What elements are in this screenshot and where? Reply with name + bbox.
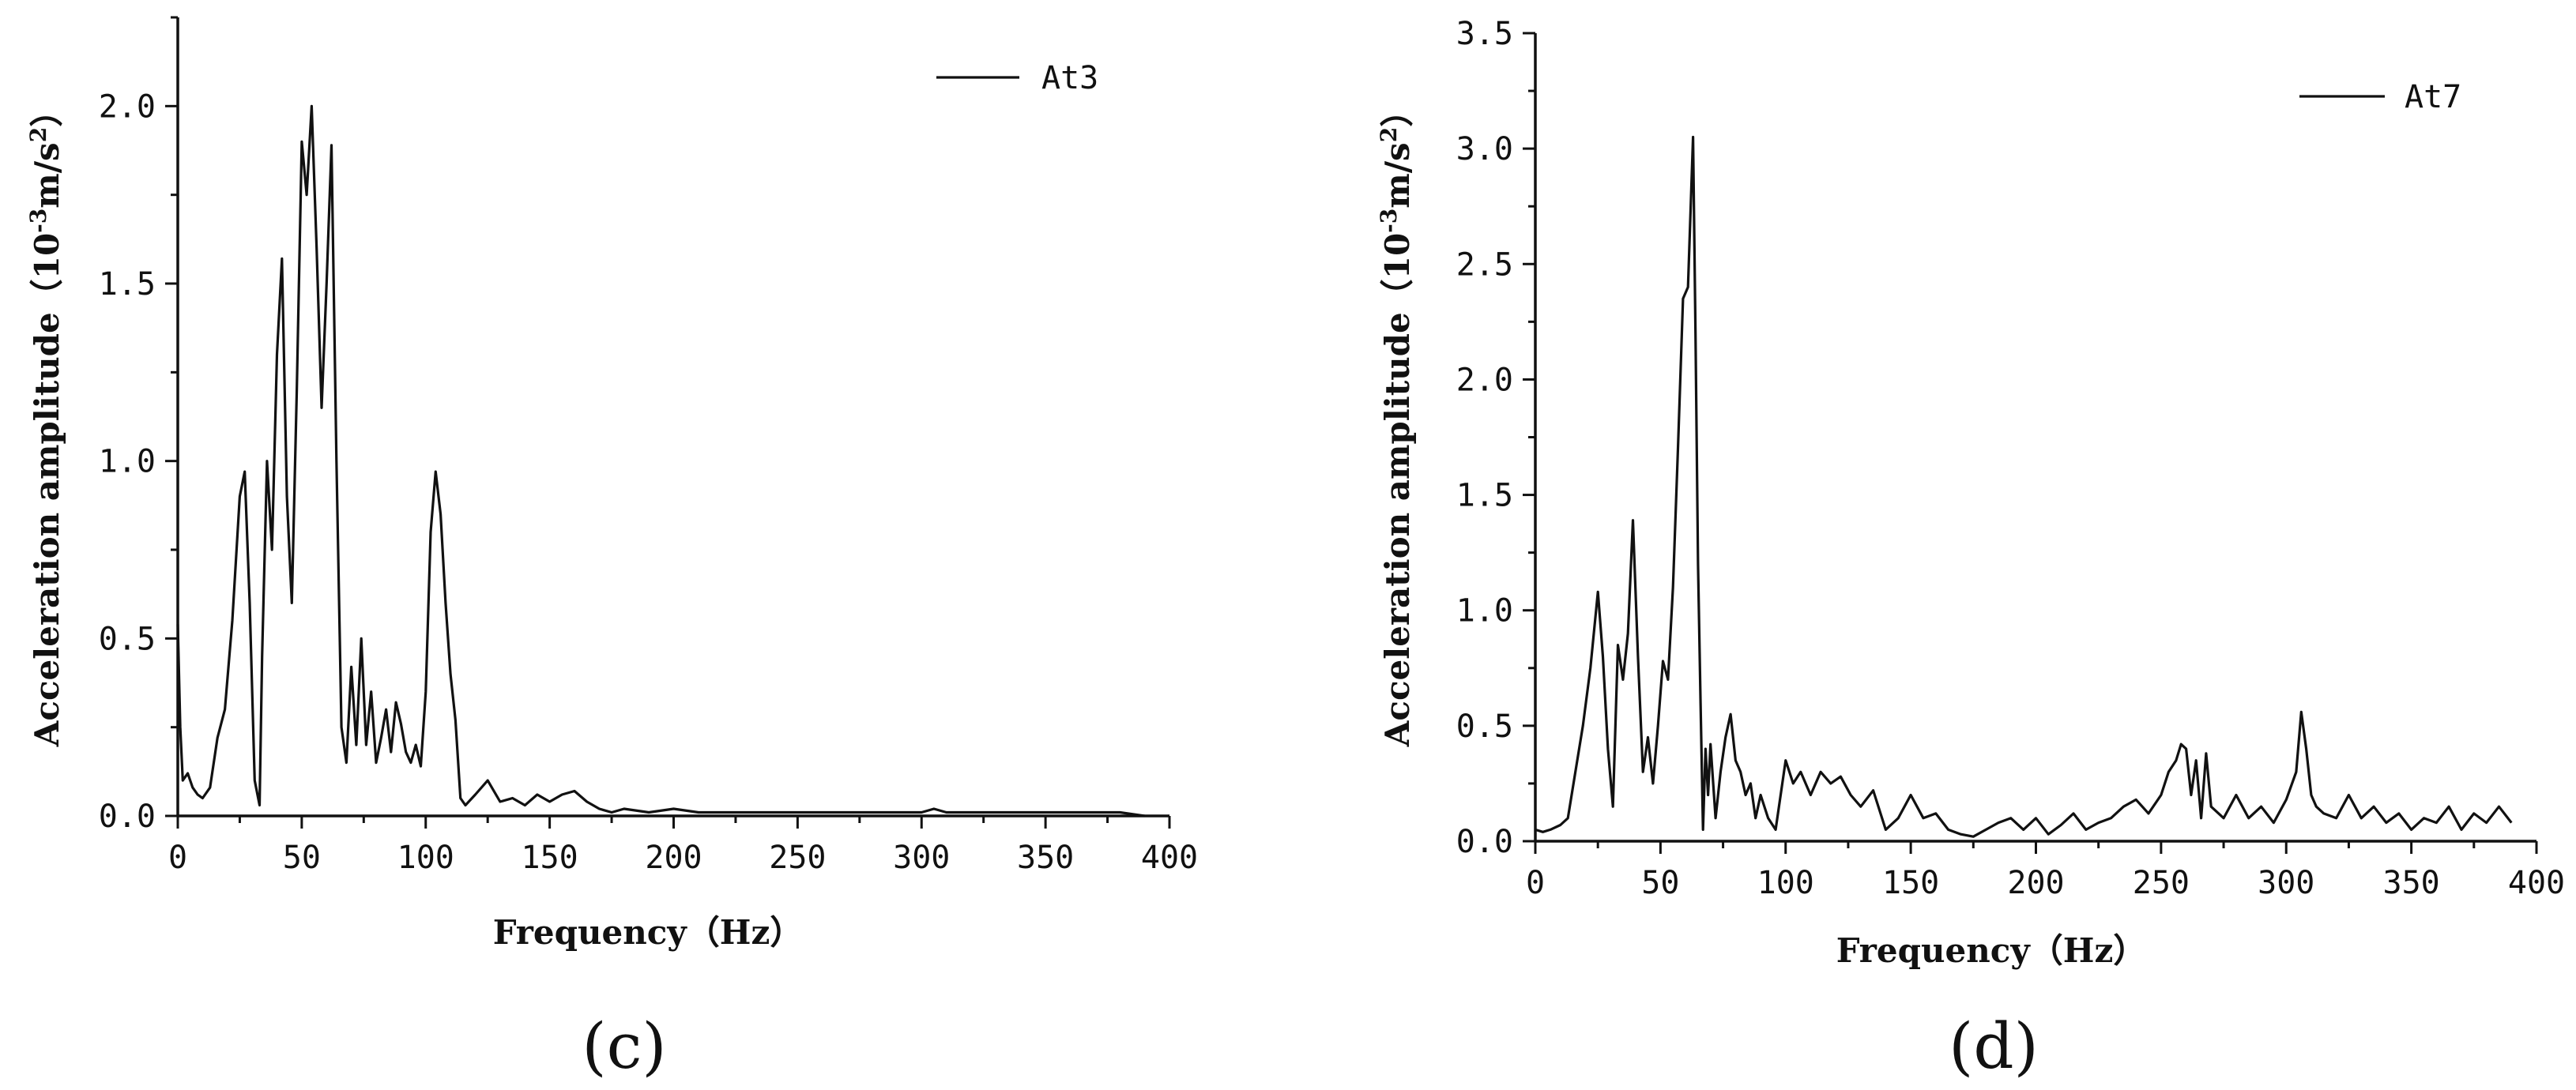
legend-label: At3: [1041, 60, 1098, 96]
x-axis-label-c: Frequency（Hz）: [493, 913, 804, 952]
x-tick-label: 100: [397, 840, 454, 876]
series-line-At3: [176, 104, 1145, 818]
x-tick-label: 50: [283, 840, 321, 876]
x-tick-label: 250: [769, 840, 826, 876]
series-line-At7: [1535, 135, 2513, 838]
x-axis-label-d: Frequency（Hz）: [1836, 931, 2147, 970]
x-tick-label: 150: [522, 840, 578, 876]
y-tick-label: 1.5: [1456, 478, 1513, 514]
x-tick-label: 300: [2258, 865, 2314, 901]
x-tick-label: 400: [1141, 840, 1198, 876]
x-tick-label: 400: [2508, 865, 2565, 901]
x-tick-label: 200: [645, 840, 702, 876]
y-tick-label: 2.0: [1456, 362, 1513, 398]
y-tick-label: 3.0: [1456, 131, 1513, 167]
x-tick-label: 100: [1757, 865, 1814, 901]
y-tick-label: 3.5: [1456, 16, 1513, 52]
y-tick-label: 0.0: [1456, 824, 1513, 860]
plot-area-d: 0 50 100 150 200 250 300 350 400 0.0 0.5 1.0 1.5 2.0 2…: [1456, 16, 2565, 901]
y-tick-label: 2.5: [1456, 246, 1513, 283]
y-tick-label: 1.0: [99, 444, 156, 480]
y-axis-label-d: Acceleration amplitude（10-3m/s2）: [1376, 94, 1417, 747]
x-tick-label: 250: [2133, 865, 2190, 901]
y-tick-label: 0.0: [99, 799, 156, 835]
y-tick-label: 1.5: [99, 266, 156, 303]
x-tick-label: 300: [893, 840, 950, 876]
x-tick-label: 0: [1526, 865, 1545, 901]
x-tick-label: 50: [1641, 865, 1679, 901]
y-tick-label: 0.5: [99, 621, 156, 657]
legend-label: At7: [2405, 79, 2461, 115]
chart-panel-d: Acceleration amplitude（10-3m/s2） 0 50 100 1…: [1376, 16, 2565, 1083]
panel-label-d: (d): [1949, 1009, 2039, 1083]
x-tick-label: 0: [168, 840, 187, 876]
y-axis-label-c: Acceleration amplitude（10-3m/s2）: [25, 94, 66, 747]
chart-panel-c: Acceleration amplitude（10-3m/s2） 0 50 100 1…: [25, 16, 1198, 1083]
y-tick-label: 2.0: [99, 88, 156, 125]
y-tick-label: 1.0: [1456, 593, 1513, 630]
y-tick-label: 0.5: [1456, 708, 1513, 745]
panel-label-c: (c): [582, 1009, 666, 1083]
plot-area-c: 0 50 100 150 200 250 300 350 400 0.0 0.5 1.0 1.5 2.0 A…: [99, 16, 1198, 876]
x-tick-label: 350: [1017, 840, 1074, 876]
x-tick-label: 200: [2007, 865, 2064, 901]
x-tick-label: 150: [1882, 865, 1939, 901]
x-tick-label: 350: [2383, 865, 2440, 901]
